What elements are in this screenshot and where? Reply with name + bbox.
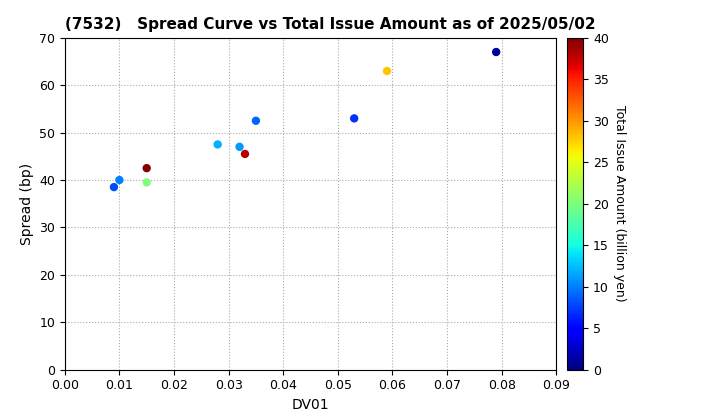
Point [212, 141, 223, 148]
Point [108, 184, 120, 190]
Y-axis label: Spread (bp): Spread (bp) [19, 163, 34, 245]
Point [348, 115, 360, 122]
Point [114, 177, 125, 184]
Point [234, 144, 246, 150]
Point [239, 150, 251, 157]
Point [141, 165, 153, 171]
Point [250, 117, 261, 124]
Y-axis label: Total Issue Amount (billion yen): Total Issue Amount (billion yen) [613, 105, 626, 302]
Point [381, 68, 392, 74]
Point [141, 179, 153, 186]
Point [490, 49, 502, 55]
X-axis label: DV01: DV01 [292, 398, 329, 412]
Text: (7532)   Spread Curve vs Total Issue Amount as of 2025/05/02: (7532) Spread Curve vs Total Issue Amoun… [65, 18, 595, 32]
